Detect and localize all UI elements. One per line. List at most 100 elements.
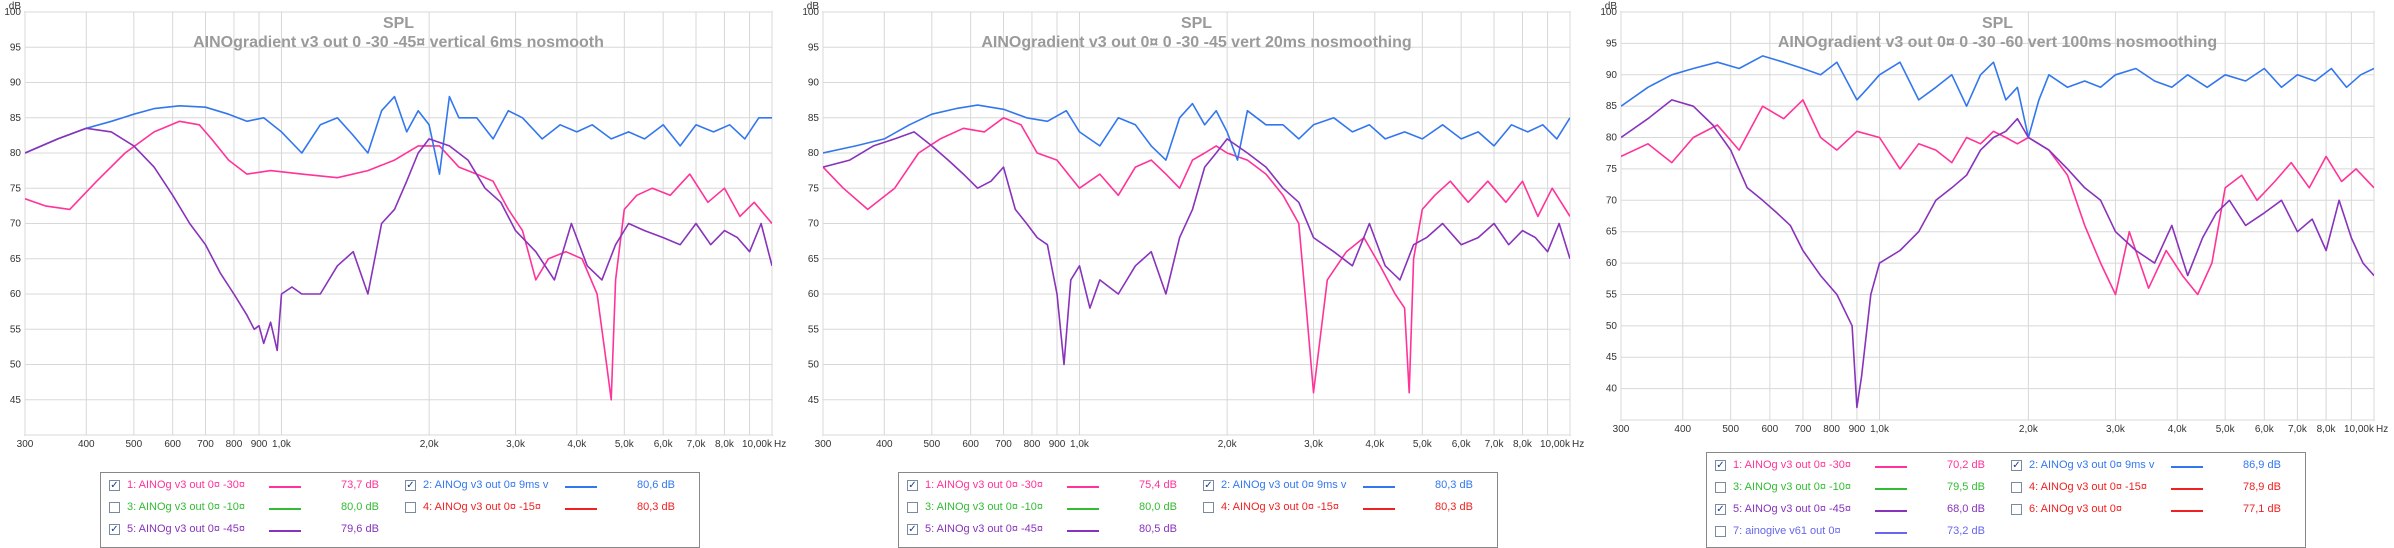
- y-tick-label: 55: [1606, 289, 1618, 300]
- x-tick-label: 5,0k: [1413, 439, 1433, 450]
- legend-checkbox[interactable]: [109, 502, 120, 513]
- legend-checkbox[interactable]: [1715, 526, 1726, 537]
- x-tick-label: 800: [1823, 424, 1840, 435]
- legend-value: 78,9 dB: [2243, 481, 2281, 493]
- legend-item[interactable]: 7: ainogive v61 out 0¤ 73,2 dB: [1715, 524, 2003, 542]
- legend-checkbox[interactable]: [2011, 504, 2022, 515]
- legend-item[interactable]: 4: AINOg v3 out 0¤ -15¤ 80,3 dB: [405, 500, 693, 518]
- y-tick-label: 65: [808, 254, 820, 265]
- x-tick-label: 900: [1049, 439, 1066, 450]
- legend-item[interactable]: 6: AINOg v3 out 0¤ 77,1 dB: [2011, 502, 2299, 520]
- legend-checkbox[interactable]: ✓: [907, 524, 918, 535]
- x-tick-label: 800: [226, 439, 243, 450]
- legend-swatch: [1875, 532, 1907, 534]
- legend-label: 2: AINOg v3 out 0¤ 9ms v: [2029, 459, 2155, 471]
- legend-item[interactable]: ✓ 2: AINOg v3 out 0¤ 9ms v 80,3 dB: [1203, 478, 1491, 496]
- y-tick-label: 80: [1606, 133, 1618, 144]
- legend-item[interactable]: ✓ 5: AINOg v3 out 0¤ -45¤ 79,6 dB: [109, 522, 397, 540]
- legend-item[interactable]: ✓ 1: AINOg v3 out 0¤ -30¤ 73,7 dB: [109, 478, 397, 496]
- legend-swatch: [1067, 508, 1099, 510]
- legend-label: 6: AINOg v3 out 0¤: [2029, 503, 2122, 515]
- legend-value: 75,4 dB: [1139, 479, 1177, 491]
- legend-checkbox[interactable]: [907, 502, 918, 513]
- legend-item[interactable]: 4: AINOg v3 out 0¤ -15¤ 80,3 dB: [1203, 500, 1491, 518]
- legend-2: ✓ 1: AINOg v3 out 0¤ -30¤ 75,4 dB ✓ 2: AINOg…: [898, 472, 1498, 548]
- y-unit-label: dB: [807, 1, 820, 12]
- legend-swatch: [269, 508, 301, 510]
- y-tick-label: 70: [1606, 195, 1618, 206]
- legend-value: 79,6 dB: [341, 523, 379, 535]
- series-line-1: [823, 117, 1570, 394]
- x-tick-label: 2,0k: [420, 439, 440, 450]
- x-tick-label: 3,0k: [1304, 439, 1324, 450]
- y-tick-label: 90: [1606, 70, 1618, 81]
- x-tick-label: 300: [815, 439, 832, 450]
- x-tick-label: 1,0k: [272, 439, 292, 450]
- y-tick-label: 90: [10, 78, 22, 89]
- legend-item[interactable]: 3: AINOg v3 out 0¤ -10¤ 80,0 dB: [907, 500, 1195, 518]
- legend-checkbox[interactable]: [1715, 482, 1726, 493]
- legend-item[interactable]: 3: AINOg v3 out 0¤ -10¤ 80,0 dB: [109, 500, 397, 518]
- series-line-3: [25, 127, 772, 352]
- legend-swatch: [269, 530, 301, 532]
- legend-checkbox[interactable]: ✓: [109, 524, 120, 535]
- y-tick-label: 45: [1606, 352, 1618, 363]
- x-tick-label: 8,0k: [1513, 439, 1533, 450]
- x-tick-label: 10,00k: [2344, 424, 2375, 435]
- y-tick-label: 90: [808, 78, 820, 89]
- chart-3: 100 95 90 85 80 75 70 65 60 55 50 45 40 dB 300 400 500 60…: [1600, 1, 2388, 435]
- legend-item[interactable]: 4: AINOg v3 out 0¤ -15¤ 78,9 dB: [2011, 480, 2299, 498]
- y-tick-label: 45: [808, 395, 820, 406]
- y-tick-label: 85: [1606, 101, 1618, 112]
- legend-value: 80,5 dB: [1139, 523, 1177, 535]
- legend-item[interactable]: ✓ 2: AINOg v3 out 0¤ 9ms v 86,9 dB: [2011, 458, 2299, 476]
- legend-label: 4: AINOg v3 out 0¤ -15¤: [2029, 481, 2148, 493]
- y-tick-label: 85: [808, 113, 820, 124]
- legend-checkbox[interactable]: ✓: [1715, 460, 1726, 471]
- legend-item[interactable]: ✓ 1: AINOg v3 out 0¤ -30¤ 70,2 dB: [1715, 458, 2003, 476]
- legend-checkbox[interactable]: ✓: [1715, 504, 1726, 515]
- y-tick-label: 65: [10, 254, 22, 265]
- legend-checkbox[interactable]: ✓: [405, 480, 416, 491]
- legend-checkbox[interactable]: [2011, 482, 2022, 493]
- x-tick-label: 500: [923, 439, 940, 450]
- legend-checkbox[interactable]: ✓: [109, 480, 120, 491]
- y-tick-label: 70: [10, 219, 22, 230]
- legend-label: 4: AINOg v3 out 0¤ -15¤: [423, 501, 542, 513]
- legend-checkbox[interactable]: [1203, 502, 1214, 513]
- x-tick-label: 3,0k: [506, 439, 526, 450]
- x-tick-label: 6,0k: [2255, 424, 2275, 435]
- legend-label: 5: AINOg v3 out 0¤ -45¤: [127, 523, 246, 535]
- x-tick-label: 3,0k: [2106, 424, 2126, 435]
- x-tick-label: 1,0k: [1870, 424, 1890, 435]
- x-tick-label: 700: [995, 439, 1012, 450]
- x-tick-label: 2,0k: [1218, 439, 1238, 450]
- chart-subtitle: AINOgradient v3 out 0¤ 0 -30 -60 vert 10…: [1778, 34, 2217, 51]
- legend-item[interactable]: 3: AINOg v3 out 0¤ -10¤ 79,5 dB: [1715, 480, 2003, 498]
- y-tick-label: 55: [808, 324, 820, 335]
- x-tick-label: 700: [1795, 424, 1812, 435]
- legend-item[interactable]: ✓ 1: AINOg v3 out 0¤ -30¤ 75,4 dB: [907, 478, 1195, 496]
- legend-checkbox[interactable]: ✓: [907, 480, 918, 491]
- y-tick-label: 60: [1606, 258, 1618, 269]
- x-tick-label: 4,0k: [2168, 424, 2188, 435]
- y-tick-label: 50: [10, 360, 22, 371]
- legend-checkbox[interactable]: ✓: [2011, 460, 2022, 471]
- y-tick-label: 60: [10, 289, 22, 300]
- legend-checkbox[interactable]: [405, 502, 416, 513]
- x-tick-label: 600: [1762, 424, 1779, 435]
- chart-1: 100 95 90 85 80 75 70 65 60 55 50 45 dB 300 400 500 600 7…: [4, 1, 786, 450]
- legend-item[interactable]: ✓ 5: AINOg v3 out 0¤ -45¤ 68,0 dB: [1715, 502, 2003, 520]
- legend-item[interactable]: ✓ 2: AINOg v3 out 0¤ 9ms v 80,6 dB: [405, 478, 693, 496]
- legend-checkbox[interactable]: ✓: [1203, 480, 1214, 491]
- chart-subtitle: AINOgradient v3 out 0 -30 -45¤ vertical …: [193, 34, 604, 51]
- y-tick-label: 100: [4, 7, 21, 18]
- y-tick-label: 95: [808, 42, 820, 53]
- legend-3: ✓ 1: AINOg v3 out 0¤ -30¤ 70,2 dB ✓ 2: AINOg…: [1706, 452, 2306, 548]
- x-unit-label: Hz: [1572, 439, 1584, 450]
- chart-title: SPL: [1982, 15, 2013, 32]
- x-tick-label: 600: [962, 439, 979, 450]
- legend-1: ✓ 1: AINOg v3 out 0¤ -30¤ 73,7 dB ✓ 2: AINOg…: [100, 472, 700, 548]
- y-tick-label: 100: [802, 7, 819, 18]
- legend-item[interactable]: ✓ 5: AINOg v3 out 0¤ -45¤ 80,5 dB: [907, 522, 1195, 540]
